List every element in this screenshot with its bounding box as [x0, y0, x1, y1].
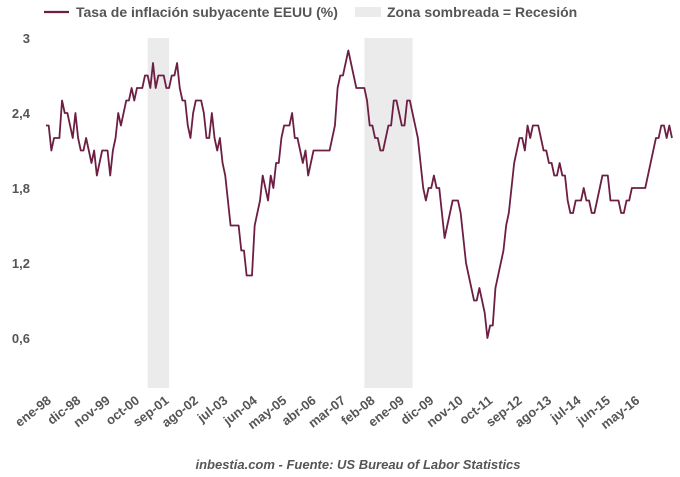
legend-recession-label: Zona sombreada = Recesión [387, 4, 577, 20]
source-credit: inbestia.com - Fuente: US Bureau of Labo… [195, 457, 520, 472]
x-tick-label: ene-98 [12, 393, 54, 430]
legend-series-label: Tasa de inflación subyacente EEUU (%) [76, 4, 338, 20]
y-tick-label: 1,8 [12, 181, 30, 196]
recession-band [364, 38, 413, 388]
legend-item-recession: Zona sombreada = Recesión [355, 4, 577, 20]
series-layer [46, 49, 673, 339]
series-line-core-inflation [46, 49, 673, 339]
y-tick-label: 0,6 [12, 331, 30, 346]
legend: Tasa de inflación subyacente EEUU (%) Zo… [44, 4, 577, 20]
y-tick-label: 3 [23, 31, 30, 46]
y-tick-label: 1,2 [12, 256, 30, 271]
recession-band [147, 38, 170, 388]
y-axis-ticks: 3 2,4 1,8 1,2 0,6 [12, 31, 31, 346]
x-axis-ticks: ene-98dic-98nov-99oct-00sep-01ago-02jul-… [12, 392, 642, 432]
recession-shading-layer [147, 38, 413, 388]
y-tick-label: 2,4 [12, 106, 31, 121]
legend-item-series: Tasa de inflación subyacente EEUU (%) [44, 4, 338, 20]
legend-recession-swatch [355, 7, 381, 17]
